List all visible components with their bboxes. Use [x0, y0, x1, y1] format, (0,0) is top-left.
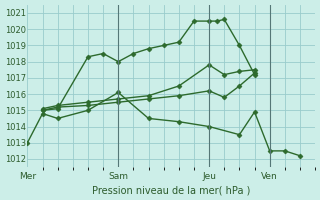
X-axis label: Pression niveau de la mer( hPa ): Pression niveau de la mer( hPa ): [92, 185, 251, 195]
